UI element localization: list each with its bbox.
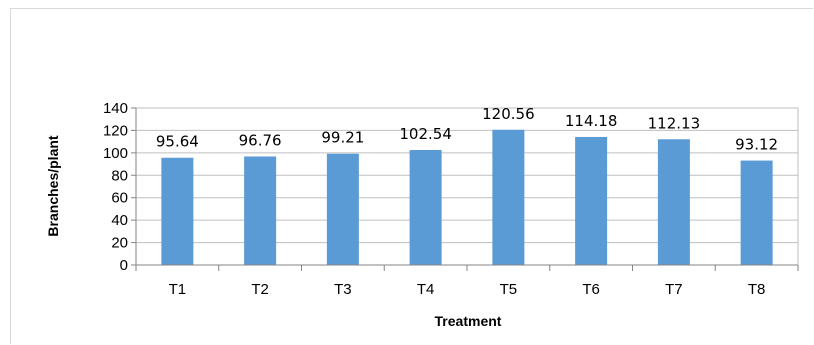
bar-t7 [657,139,690,265]
y-tick-label: 60 [111,190,128,207]
bar-t6 [575,136,608,265]
x-axis-title: Treatment [435,313,502,329]
data-label: 93.12 [735,136,778,154]
data-label: 95.64 [156,133,199,151]
data-label: 99.21 [321,129,364,147]
y-tick-label: 0 [120,257,128,274]
y-tick-labels: 0 20 40 60 80 100 120 140 [103,100,128,274]
x-tick-label: T7 [665,281,683,298]
axes [131,107,799,271]
data-label: 120.56 [482,105,535,123]
bar-t2 [244,156,277,265]
x-tick-labels: T1 T2 T3 T4 T5 T6 T7 T8 [169,281,766,298]
data-labels: 95.64 96.76 99.21 102.54 120.56 114.18 112.13 9… [156,105,778,154]
bar-t4 [409,150,442,265]
chart-frame [10,8,813,344]
y-tick-label: 100 [103,145,128,162]
bar-t5 [492,129,525,265]
y-tick-label: 140 [103,100,128,117]
x-tick-label: T4 [417,281,435,298]
y-tick-label: 20 [111,235,128,252]
y-tick-label: 120 [103,122,128,139]
y-tick-label: 40 [111,212,128,229]
data-label: 96.76 [239,131,282,149]
x-tick-label: T5 [500,281,518,298]
data-label: 102.54 [399,125,452,143]
x-tick-label: T8 [748,281,766,298]
data-label: 114.18 [565,112,618,130]
y-tick-label: 80 [111,167,128,184]
bar-t8 [740,160,773,265]
x-tick-label: T1 [169,281,187,298]
bar-t1 [161,157,194,265]
x-tick-label: T2 [251,281,269,298]
bars [161,129,773,265]
data-label: 112.13 [648,114,701,132]
y-axis-title: Branches/plant [45,135,61,236]
x-tick-label: T6 [582,281,600,298]
bar-t3 [326,153,359,265]
x-tick-label: T3 [334,281,352,298]
